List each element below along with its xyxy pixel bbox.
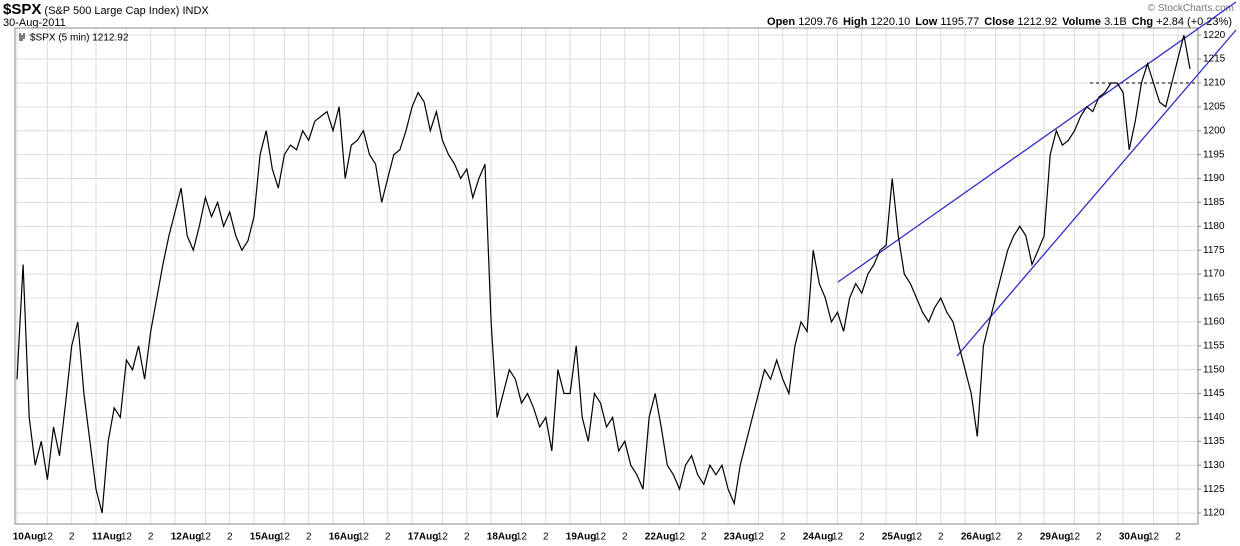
- x-tick-label: 17Aug: [408, 532, 439, 543]
- x-tick-label: 12: [279, 532, 291, 543]
- y-tick-label: 1120: [1203, 508, 1225, 519]
- x-tick-label: 26Aug: [961, 532, 992, 543]
- x-tick-label: 2: [1017, 532, 1023, 543]
- x-tick-label: 12: [358, 532, 370, 543]
- x-tick-label: 2: [306, 532, 312, 543]
- x-tick-label: 2: [148, 532, 154, 543]
- y-tick-label: 1210: [1203, 78, 1226, 89]
- stats: Open 1209.76 High 1220.10 Low 1195.77 Close…: [762, 16, 1232, 28]
- y-tick-label: 1140: [1203, 412, 1225, 423]
- x-tick-label: 12: [990, 532, 1002, 543]
- symbol: $SPX: [3, 1, 42, 18]
- x-tick-label: 12: [121, 532, 133, 543]
- stat-label: Close: [984, 16, 1015, 28]
- x-tick-label: 12: [437, 532, 449, 543]
- x-tick-label: 23Aug: [724, 532, 755, 543]
- x-tick-label: 2: [1096, 532, 1102, 543]
- y-tick-label: 1185: [1203, 197, 1225, 208]
- y-tick-label: 1145: [1203, 388, 1225, 399]
- stat-label: Chg: [1131, 16, 1154, 28]
- legend-label: $SPX (5 min) 1212.92: [30, 33, 129, 44]
- x-tick-label: 2: [622, 532, 628, 543]
- trendline: [956, 29, 1237, 357]
- x-tick-label: 12Aug: [171, 532, 202, 543]
- y-tick-label: 1215: [1203, 54, 1226, 65]
- x-tick-label: 29Aug: [1040, 532, 1071, 543]
- y-tick-label: 1150: [1203, 364, 1225, 375]
- y-tick-label: 1175: [1203, 245, 1225, 256]
- x-tick-label: 12: [832, 532, 844, 543]
- x-tick-label: 2: [543, 532, 549, 543]
- x-tick-label: 2: [227, 532, 233, 543]
- x-tick-label: 2: [780, 532, 786, 543]
- x-tick-label: 15Aug: [250, 532, 281, 543]
- x-tick-label: 2: [69, 532, 75, 543]
- x-tick-label: 2: [464, 532, 470, 543]
- x-tick-label: 12: [674, 532, 686, 543]
- stat-label: Low: [915, 16, 938, 28]
- y-tick-label: 1125: [1203, 484, 1225, 495]
- y-tick-label: 1220: [1203, 30, 1226, 41]
- x-tick-label: 24Aug: [803, 532, 834, 543]
- x-tick-label: 16Aug: [329, 532, 360, 543]
- x-tick-label: 10Aug: [13, 532, 44, 543]
- x-tick-label: 2: [701, 532, 707, 543]
- stat-value: 3.1B: [1104, 16, 1127, 28]
- y-tick-label: 1180: [1203, 221, 1225, 232]
- y-tick-label: 1205: [1203, 101, 1226, 112]
- y-tick-label: 1160: [1203, 317, 1225, 328]
- y-tick-label: 1165: [1203, 293, 1225, 304]
- y-tick-label: 1195: [1203, 149, 1225, 160]
- legend-icon: [19, 33, 25, 41]
- y-tick-label: 1170: [1203, 269, 1225, 280]
- x-tick-label: 12: [200, 532, 212, 543]
- x-tick-label: 25Aug: [882, 532, 913, 543]
- header: $SPX (S&P 500 Large Cap Index) INDX: [3, 1, 209, 18]
- date: 30-Aug-2011: [3, 17, 66, 29]
- x-tick-label: 2: [859, 532, 865, 543]
- x-tick-label: 2: [938, 532, 944, 543]
- y-tick-label: 1130: [1203, 460, 1225, 471]
- x-tick-label: 12: [1069, 532, 1081, 543]
- x-tick-label: 2: [385, 532, 391, 543]
- x-tick-label: 12: [753, 532, 765, 543]
- stat-value: 1209.76: [798, 16, 838, 28]
- x-tick-label: 2: [1175, 532, 1181, 543]
- stat-value: 1212.92: [1017, 16, 1058, 28]
- stat-label: Open: [767, 16, 796, 28]
- x-tick-label: 11Aug: [92, 532, 122, 543]
- y-tick-label: 1155: [1203, 340, 1225, 351]
- y-tick-label: 1200: [1203, 125, 1226, 136]
- x-tick-label: 12: [516, 532, 528, 543]
- stat-label: High: [842, 16, 868, 28]
- y-tick-label: 1135: [1203, 436, 1225, 447]
- exchange: INDX: [182, 5, 209, 17]
- index-name: (S&P 500 Large Cap Index): [44, 5, 180, 17]
- x-tick-label: 18Aug: [487, 532, 518, 543]
- x-tick-label: 12: [1148, 532, 1160, 543]
- x-tick-label: 12: [595, 532, 607, 543]
- plot-frame: [14, 27, 1199, 525]
- y-tick-label: 1190: [1203, 173, 1225, 184]
- stat-value: 1220.10: [870, 16, 911, 28]
- x-tick-label: 22Aug: [645, 532, 676, 543]
- stat-value: 1195.77: [940, 16, 980, 28]
- stat-value: +2.84 (+0.23%): [1156, 16, 1232, 28]
- trendline: [837, 1, 1237, 283]
- stat-label: Volume: [1062, 16, 1101, 28]
- x-tick-label: 30Aug: [1119, 532, 1150, 543]
- x-tick-label: 19Aug: [566, 532, 597, 543]
- price-line: [16, 35, 1191, 514]
- x-tick-label: 12: [42, 532, 54, 543]
- x-tick-label: 12: [911, 532, 923, 543]
- credit: © StockCharts.com: [1147, 3, 1234, 14]
